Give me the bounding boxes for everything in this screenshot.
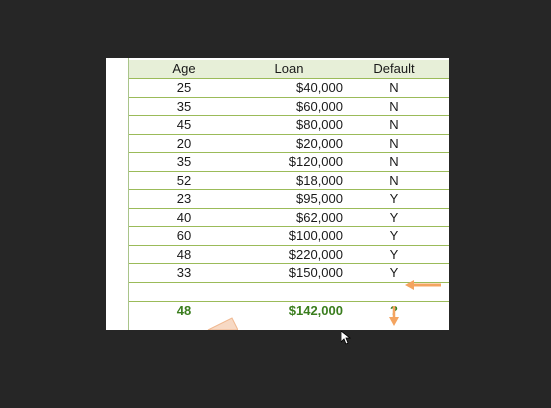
table-row: 52 $18,000 N xyxy=(129,172,449,190)
loan-cell[interactable]: $62,000 xyxy=(296,209,343,225)
prediction-age-cell[interactable]: 48 xyxy=(176,302,192,318)
default-cell[interactable]: Y xyxy=(389,228,399,243)
default-cell[interactable]: Y xyxy=(389,191,399,206)
loan-cell[interactable]: $80,000 xyxy=(296,117,343,132)
header-loan[interactable]: Loan xyxy=(274,61,304,76)
blank-row[interactable] xyxy=(129,283,449,302)
table-row: 35 $60,000 N xyxy=(129,98,449,116)
table-row: 23 $95,000 Y xyxy=(129,190,449,209)
table-row: 45 $80,000 N xyxy=(129,116,449,135)
loan-cell[interactable]: $95,000 xyxy=(296,191,343,206)
age-cell[interactable]: 48 xyxy=(176,246,192,262)
age-cell[interactable]: 60 xyxy=(176,228,192,243)
loan-table: Age Loan Default 25 $40,000 N 35 $60,000… xyxy=(129,60,449,322)
default-cell[interactable]: N xyxy=(389,135,399,151)
default-cell[interactable]: N xyxy=(389,80,399,95)
loan-cell[interactable]: $18,000 xyxy=(296,172,343,188)
default-cell[interactable]: N xyxy=(389,154,399,169)
row-gutter xyxy=(106,58,128,330)
default-cell[interactable]: N xyxy=(389,117,399,132)
age-cell[interactable]: 23 xyxy=(176,191,192,206)
age-cell[interactable]: 20 xyxy=(176,135,192,151)
table-row: 60 $100,000 Y xyxy=(129,227,449,246)
age-cell[interactable]: 25 xyxy=(176,80,192,95)
header-row: Age Loan Default xyxy=(129,60,449,79)
loan-cell[interactable]: $150,000 xyxy=(288,265,343,280)
header-default[interactable]: Default xyxy=(373,61,415,76)
loan-cell[interactable]: $120,000 xyxy=(288,154,343,169)
prediction-row: 48 $142,000 ? xyxy=(129,302,449,322)
age-cell[interactable]: 52 xyxy=(176,172,192,188)
default-cell[interactable]: Y xyxy=(389,246,399,262)
loan-cell[interactable]: $20,000 xyxy=(296,135,343,151)
gutter-divider xyxy=(128,58,129,330)
age-cell[interactable]: 35 xyxy=(176,98,192,114)
age-cell[interactable]: 35 xyxy=(176,154,192,169)
default-cell[interactable]: Y xyxy=(389,265,399,280)
left-arrow-icon xyxy=(405,280,441,290)
table-row: 40 $62,000 Y xyxy=(129,209,449,227)
age-cell[interactable]: 40 xyxy=(176,209,192,225)
loan-cell[interactable]: $60,000 xyxy=(296,98,343,114)
loan-cell[interactable]: $40,000 xyxy=(296,80,343,95)
table-row: 33 $150,000 Y xyxy=(129,264,449,283)
table-row: 25 $40,000 N xyxy=(129,79,449,98)
spreadsheet: Age Loan Default 25 $40,000 N 35 $60,000… xyxy=(106,58,449,330)
loan-cell[interactable]: $100,000 xyxy=(288,228,343,243)
default-cell[interactable]: Y xyxy=(389,209,399,225)
age-cell[interactable]: 45 xyxy=(176,117,192,132)
age-cell[interactable]: 33 xyxy=(176,265,192,280)
down-arrow-icon xyxy=(389,306,399,326)
loan-cell[interactable]: $220,000 xyxy=(288,246,343,262)
prediction-loan-cell[interactable]: $142,000 xyxy=(288,302,343,318)
mouse-pointer-icon xyxy=(341,331,351,345)
table-row: 35 $120,000 N xyxy=(129,153,449,172)
callout-shape-fragment xyxy=(207,317,238,330)
table-row: 20 $20,000 N xyxy=(129,135,449,153)
header-age[interactable]: Age xyxy=(172,61,196,76)
default-cell[interactable]: N xyxy=(389,172,399,188)
table-row: 48 $220,000 Y xyxy=(129,246,449,264)
default-cell[interactable]: N xyxy=(389,98,399,114)
